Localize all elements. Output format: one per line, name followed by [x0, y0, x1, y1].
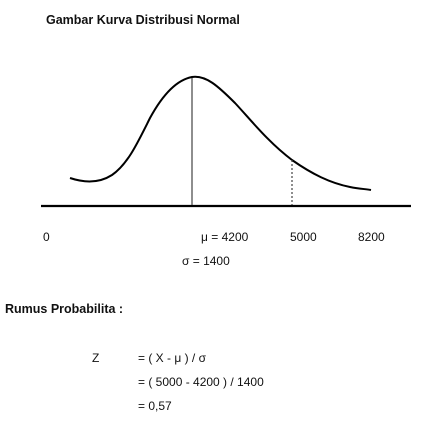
formula-line: = ( X - μ ) / σ — [138, 351, 206, 365]
formula-line: = ( 5000 - 4200 ) / 1400 — [138, 375, 264, 389]
formula-line: = 0,57 — [138, 399, 172, 413]
axis-label-8200: 8200 — [358, 230, 385, 244]
axis-label-zero: 0 — [43, 230, 50, 244]
normal-curve — [69, 75, 372, 191]
formula-variable-z: Z — [92, 351, 100, 365]
sigma-label: σ = 1400 — [182, 254, 230, 268]
axis-label-mean: μ = 4200 — [201, 230, 249, 244]
formula-heading: Rumus Probabilita : — [5, 302, 124, 316]
page-title: Gambar Kurva Distribusi Normal — [46, 13, 240, 27]
axis-label-5000: 5000 — [290, 230, 317, 244]
